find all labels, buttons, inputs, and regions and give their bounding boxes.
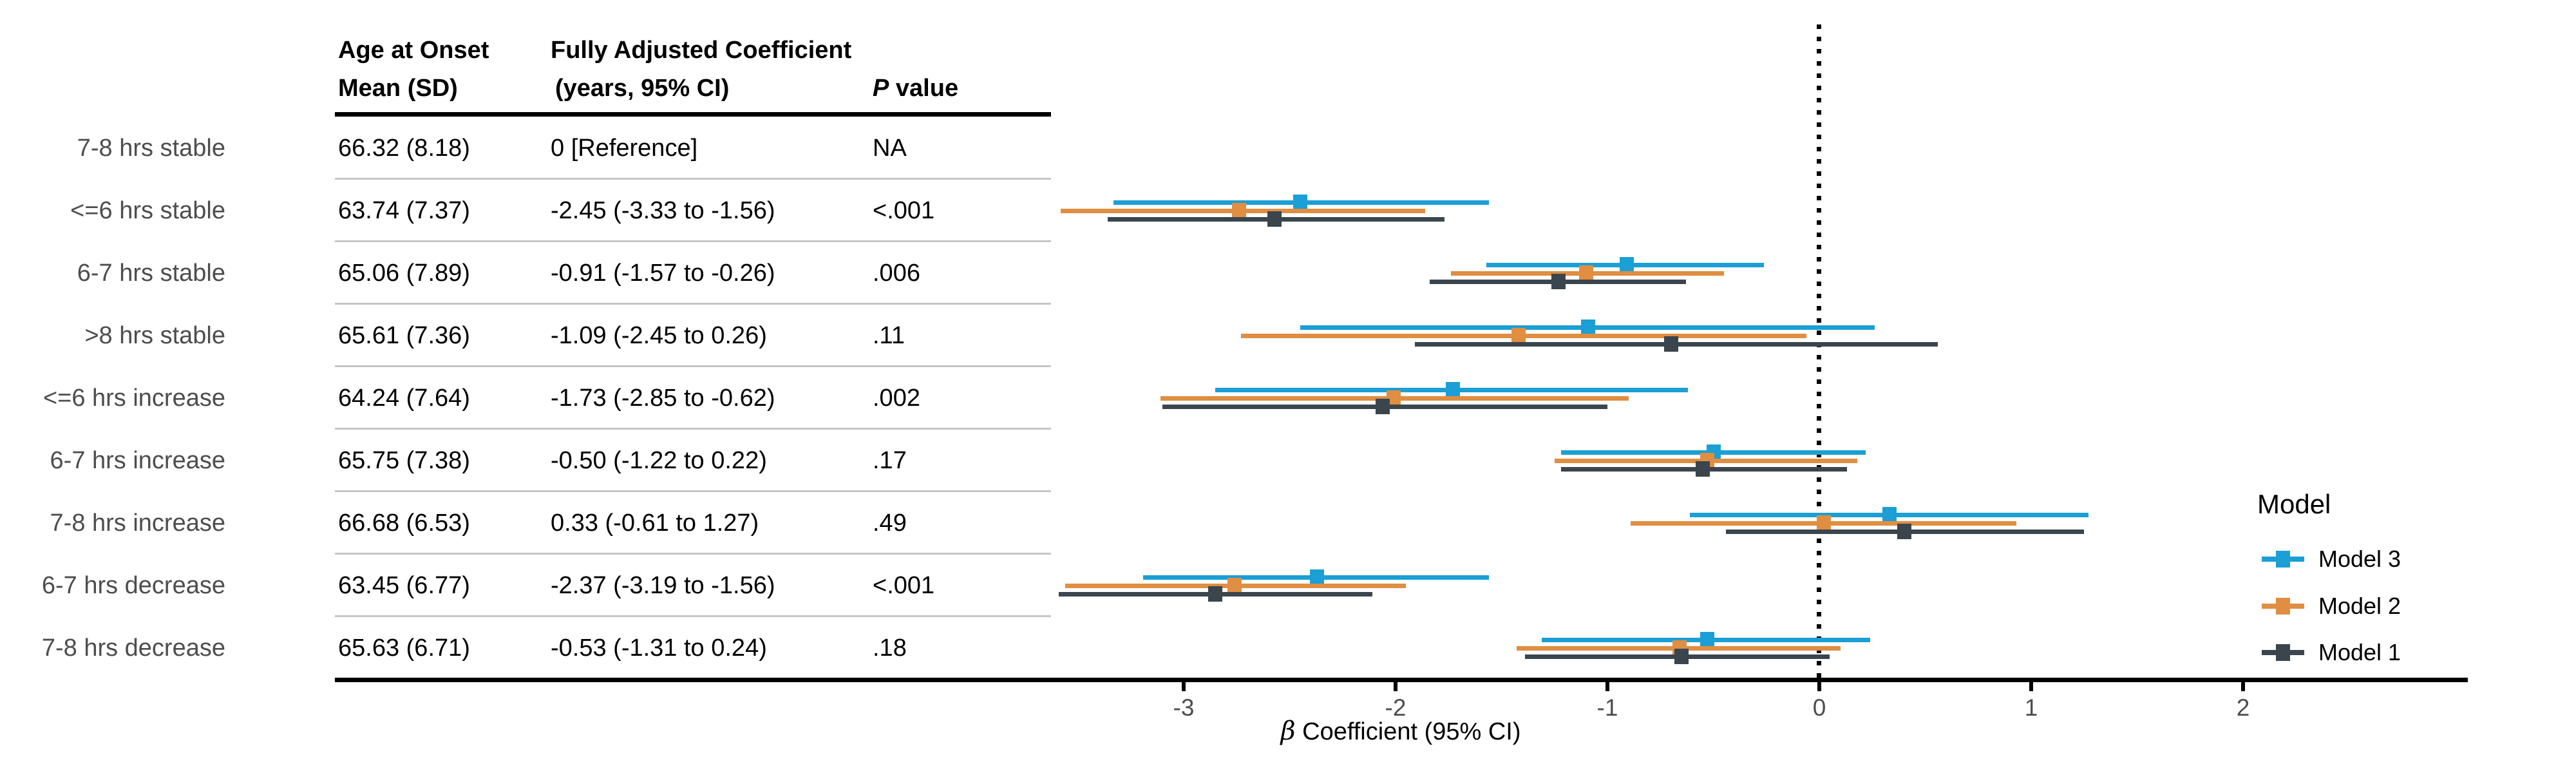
x-axis-line	[335, 678, 2468, 682]
table-row-separator	[335, 490, 1051, 492]
row-label: 6-7 hrs decrease	[41, 572, 225, 599]
cell-coefficient: -2.45 (-3.33 to -1.56)	[551, 197, 775, 224]
point-estimate-model-1	[1376, 399, 1390, 414]
point-estimate-model-1	[1551, 274, 1566, 289]
cell-mean-sd: 63.45 (6.77)	[338, 572, 470, 599]
p-value-italic-p: P	[873, 75, 889, 102]
cell-coefficient: -0.91 (-1.57 to -0.26)	[551, 260, 775, 287]
x-axis-tick-mark	[1817, 682, 1821, 691]
table-row-separator	[335, 428, 1051, 430]
point-estimate-model-2	[1227, 578, 1242, 593]
beta-symbol: β	[1280, 716, 1296, 746]
legend-entry-label: Model 1	[2318, 639, 2401, 665]
legend-key-square	[2276, 597, 2290, 615]
point-estimate-model-2	[1816, 515, 1831, 531]
cell-p-value: NA	[873, 135, 907, 162]
row-label: <=6 hrs increase	[43, 385, 225, 412]
x-axis-title: β Coefficient (95% CI)	[1143, 716, 1658, 746]
point-estimate-model-2	[1511, 328, 1526, 343]
table-header-rule	[335, 112, 1051, 117]
cell-mean-sd: 65.61 (7.36)	[338, 322, 470, 349]
point-estimate-model-3	[1310, 569, 1325, 585]
table-header-coef-line1: Fully Adjusted Coefficient	[551, 37, 852, 64]
point-estimate-model-3	[1700, 632, 1714, 647]
row-label: <=6 hrs stable	[70, 197, 225, 224]
row-label: 7-8 hrs stable	[77, 135, 225, 162]
table-header-age-line1: Age at Onset	[338, 37, 489, 64]
x-axis-tick-mark	[1182, 682, 1186, 691]
table-header-coef-line2: (years, 95% CI)	[555, 75, 730, 102]
x-axis-title-text: Coefficient (95% CI)	[1295, 718, 1521, 745]
point-estimate-model-3	[1581, 320, 1596, 335]
cell-coefficient: 0.33 (-0.61 to 1.27)	[551, 510, 759, 537]
table-row-separator	[335, 615, 1051, 617]
legend-entry-label: Model 2	[2318, 592, 2401, 619]
table-row-separator	[335, 365, 1051, 367]
row-label: 7-8 hrs increase	[50, 510, 225, 537]
cell-coefficient: 0 [Reference]	[551, 135, 698, 162]
point-estimate-model-3	[1293, 195, 1307, 210]
point-estimate-model-1	[1208, 586, 1223, 602]
point-estimate-model-3	[1882, 507, 1897, 522]
point-estimate-model-1	[1897, 524, 1911, 539]
cell-mean-sd: 66.68 (6.53)	[338, 510, 470, 537]
cell-p-value: <.001	[873, 197, 935, 224]
point-estimate-model-2	[1231, 203, 1246, 218]
legend-key-square	[2276, 644, 2290, 661]
table-row-separator	[335, 303, 1051, 305]
x-axis-tick-label: 0	[1812, 694, 1826, 721]
cell-p-value: .49	[873, 510, 907, 537]
x-axis-tick-label: 2	[2236, 694, 2250, 721]
legend-title: Model	[2257, 489, 2331, 519]
cell-p-value: .18	[873, 635, 907, 662]
cell-mean-sd: 65.63 (6.71)	[338, 635, 470, 662]
cell-coefficient: -0.50 (-1.22 to 0.22)	[551, 447, 767, 474]
cell-coefficient: -0.53 (-1.31 to 0.24)	[551, 635, 767, 662]
cell-p-value: .17	[873, 447, 907, 474]
x-axis-tick-label: -1	[1596, 694, 1618, 721]
legend-key-square	[2276, 551, 2290, 568]
cell-mean-sd: 65.75 (7.38)	[338, 447, 470, 474]
cell-p-value: <.001	[873, 572, 935, 599]
table-header-age-line2: Mean (SD)	[338, 75, 458, 102]
cell-coefficient: -1.73 (-2.85 to -0.62)	[551, 385, 775, 412]
row-label: 6-7 hrs increase	[50, 447, 225, 474]
point-estimate-model-1	[1267, 211, 1282, 227]
legend-entry-label: Model 3	[2318, 546, 2401, 572]
x-axis-tick-mark	[2029, 682, 2033, 691]
table-header-pvalue: P value	[873, 73, 958, 104]
point-estimate-model-1	[1663, 336, 1678, 352]
x-axis-tick-label: 1	[2024, 694, 2038, 721]
x-axis-tick-mark	[2241, 682, 2245, 691]
point-estimate-model-2	[1579, 265, 1594, 281]
x-axis-tick-label: -3	[1173, 694, 1195, 721]
table-row-separator	[335, 178, 1051, 180]
cell-mean-sd: 64.24 (7.64)	[338, 385, 470, 412]
cell-p-value: .002	[873, 385, 920, 412]
point-estimate-model-1	[1674, 649, 1689, 664]
row-label: 7-8 hrs decrease	[41, 635, 225, 662]
cell-mean-sd: 65.06 (7.89)	[338, 260, 470, 287]
cell-p-value: .11	[873, 322, 905, 349]
x-axis-tick-label: -2	[1385, 694, 1406, 721]
cell-coefficient: -2.37 (-3.19 to -1.56)	[551, 572, 775, 599]
x-axis-tick-mark	[1394, 682, 1397, 691]
cell-mean-sd: 63.74 (7.37)	[338, 197, 470, 224]
cell-coefficient: -1.09 (-2.45 to 0.26)	[551, 322, 767, 349]
point-estimate-model-3	[1445, 382, 1460, 397]
cell-mean-sd: 66.32 (8.18)	[338, 135, 470, 162]
table-row-separator	[335, 240, 1051, 242]
x-axis-tick-mark	[1605, 682, 1609, 691]
row-label: >8 hrs stable	[84, 322, 225, 349]
table-row-separator	[335, 553, 1051, 555]
zero-reference-line	[1817, 24, 1821, 678]
point-estimate-model-3	[1619, 257, 1634, 272]
p-value-rest: value	[889, 75, 959, 102]
cell-p-value: .006	[873, 260, 920, 287]
point-estimate-model-1	[1696, 461, 1710, 477]
row-label: 6-7 hrs stable	[77, 260, 225, 287]
